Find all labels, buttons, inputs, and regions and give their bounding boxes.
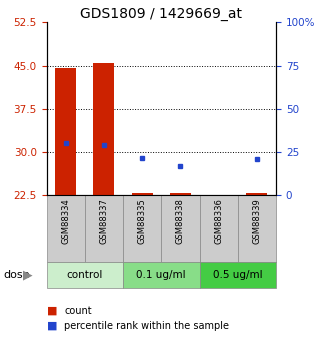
Bar	[170, 193, 191, 195]
Bar	[238, 195, 276, 262]
Bar	[47, 195, 85, 262]
Text: dose: dose	[3, 270, 30, 280]
Bar	[200, 195, 238, 262]
Bar	[123, 262, 200, 288]
Text: GSM88334: GSM88334	[61, 198, 70, 244]
Text: 0.1 ug/ml: 0.1 ug/ml	[136, 270, 186, 280]
Bar	[247, 193, 267, 195]
Text: ■: ■	[47, 306, 57, 315]
Text: 0.5 ug/ml: 0.5 ug/ml	[213, 270, 263, 280]
Bar	[47, 262, 123, 288]
Text: GSM88338: GSM88338	[176, 198, 185, 244]
Text: GSM88335: GSM88335	[138, 198, 147, 244]
Text: ▶: ▶	[22, 269, 32, 282]
Bar	[200, 262, 276, 288]
Text: ■: ■	[47, 321, 57, 331]
Bar	[123, 195, 161, 262]
Bar	[161, 195, 200, 262]
Bar	[132, 193, 153, 195]
Bar	[55, 68, 76, 195]
Text: GSM88339: GSM88339	[252, 198, 261, 244]
Text: percentile rank within the sample: percentile rank within the sample	[64, 321, 229, 331]
Text: count: count	[64, 306, 92, 315]
Title: GDS1809 / 1429669_at: GDS1809 / 1429669_at	[80, 7, 242, 21]
Text: GSM88336: GSM88336	[214, 198, 223, 244]
Text: GSM88337: GSM88337	[100, 198, 108, 244]
Bar	[85, 195, 123, 262]
Bar	[93, 63, 115, 195]
Text: control: control	[67, 270, 103, 280]
